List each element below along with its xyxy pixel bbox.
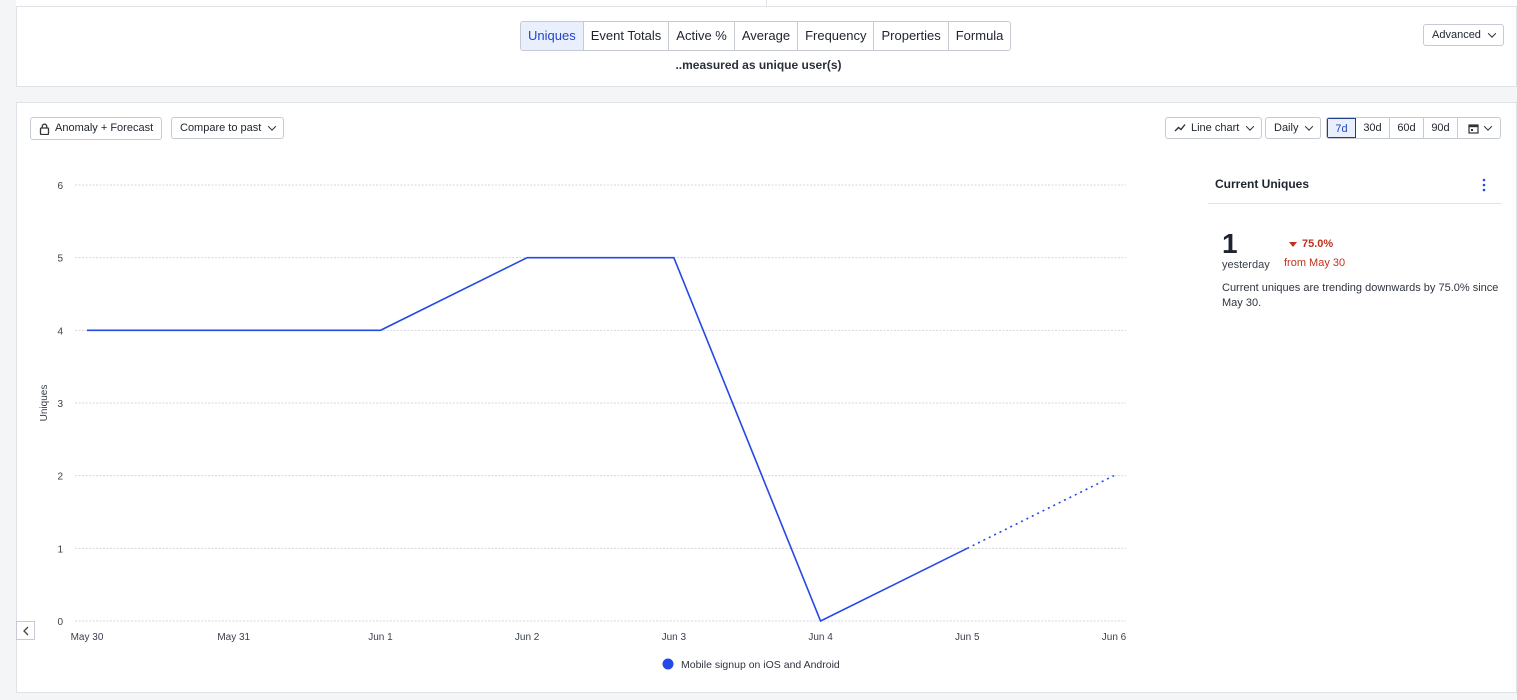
tab-formula[interactable]: Formula xyxy=(948,22,1011,50)
advanced-button[interactable]: Advanced xyxy=(1423,24,1504,46)
top-strip xyxy=(16,0,1517,7)
chart-type-label: Line chart xyxy=(1191,121,1240,134)
compare-to-past-button[interactable]: Compare to past xyxy=(171,117,285,139)
chevron-down-icon xyxy=(1483,122,1492,131)
range-30d[interactable]: 30d xyxy=(1356,118,1390,138)
current-value: 1 xyxy=(1222,228,1238,259)
advanced-label: Advanced xyxy=(1432,28,1481,41)
change-value: 75.0% xyxy=(1302,238,1334,250)
metric-tabs: Uniques Event Totals Active % Average Freque… xyxy=(520,21,1012,51)
lock-icon xyxy=(39,123,50,135)
side-panel-title: Current Uniques xyxy=(1215,177,1310,191)
chart-type-button[interactable]: Line chart xyxy=(1165,117,1263,139)
tab-average[interactable]: Average xyxy=(734,22,799,50)
anomaly-forecast-button[interactable]: Anomaly + Forecast xyxy=(30,117,163,140)
chevron-down-icon xyxy=(1246,122,1255,131)
tab-frequency[interactable]: Frequency xyxy=(798,22,875,50)
calendar-icon xyxy=(1467,123,1479,134)
trend-description: Current uniques are trending downwards b… xyxy=(1222,282,1499,309)
line-chart-icon xyxy=(1174,124,1186,132)
interval-label: Daily xyxy=(1274,121,1299,134)
range-60d[interactable]: 60d xyxy=(1390,118,1424,138)
calendar-button[interactable] xyxy=(1458,118,1500,138)
chevron-left-icon xyxy=(22,626,28,635)
range-7d[interactable]: 7d xyxy=(1327,118,1356,138)
tab-active[interactable]: Active % xyxy=(669,22,735,50)
compare-label: Compare to past xyxy=(180,121,262,134)
chevron-down-icon xyxy=(1305,122,1314,131)
tab-event-totals[interactable]: Event Totals xyxy=(583,22,670,50)
anomaly-forecast-label: Anomaly + Forecast xyxy=(55,122,154,134)
strip-divider xyxy=(766,0,767,7)
range-90d[interactable]: 90d xyxy=(1424,118,1458,138)
tab-properties[interactable]: Properties xyxy=(874,22,949,50)
measured-label: ..measured as unique user(s) xyxy=(675,58,842,72)
value-caption: yesterday xyxy=(1222,259,1270,271)
change-badge: 75.0% xyxy=(1289,238,1333,250)
side-panel-divider xyxy=(1208,203,1502,204)
change-from: from May 30 xyxy=(1284,257,1346,269)
date-range-selector: 7d 30d 60d 90d xyxy=(1326,117,1501,139)
interval-button[interactable]: Daily xyxy=(1265,117,1322,139)
collapse-panel-button[interactable] xyxy=(16,621,35,640)
tab-uniques[interactable]: Uniques xyxy=(521,22,584,50)
more-options-icon[interactable] xyxy=(1478,177,1490,193)
down-arrow-icon xyxy=(1289,241,1297,247)
chevron-down-icon xyxy=(268,122,277,131)
chevron-down-icon xyxy=(1487,29,1497,38)
